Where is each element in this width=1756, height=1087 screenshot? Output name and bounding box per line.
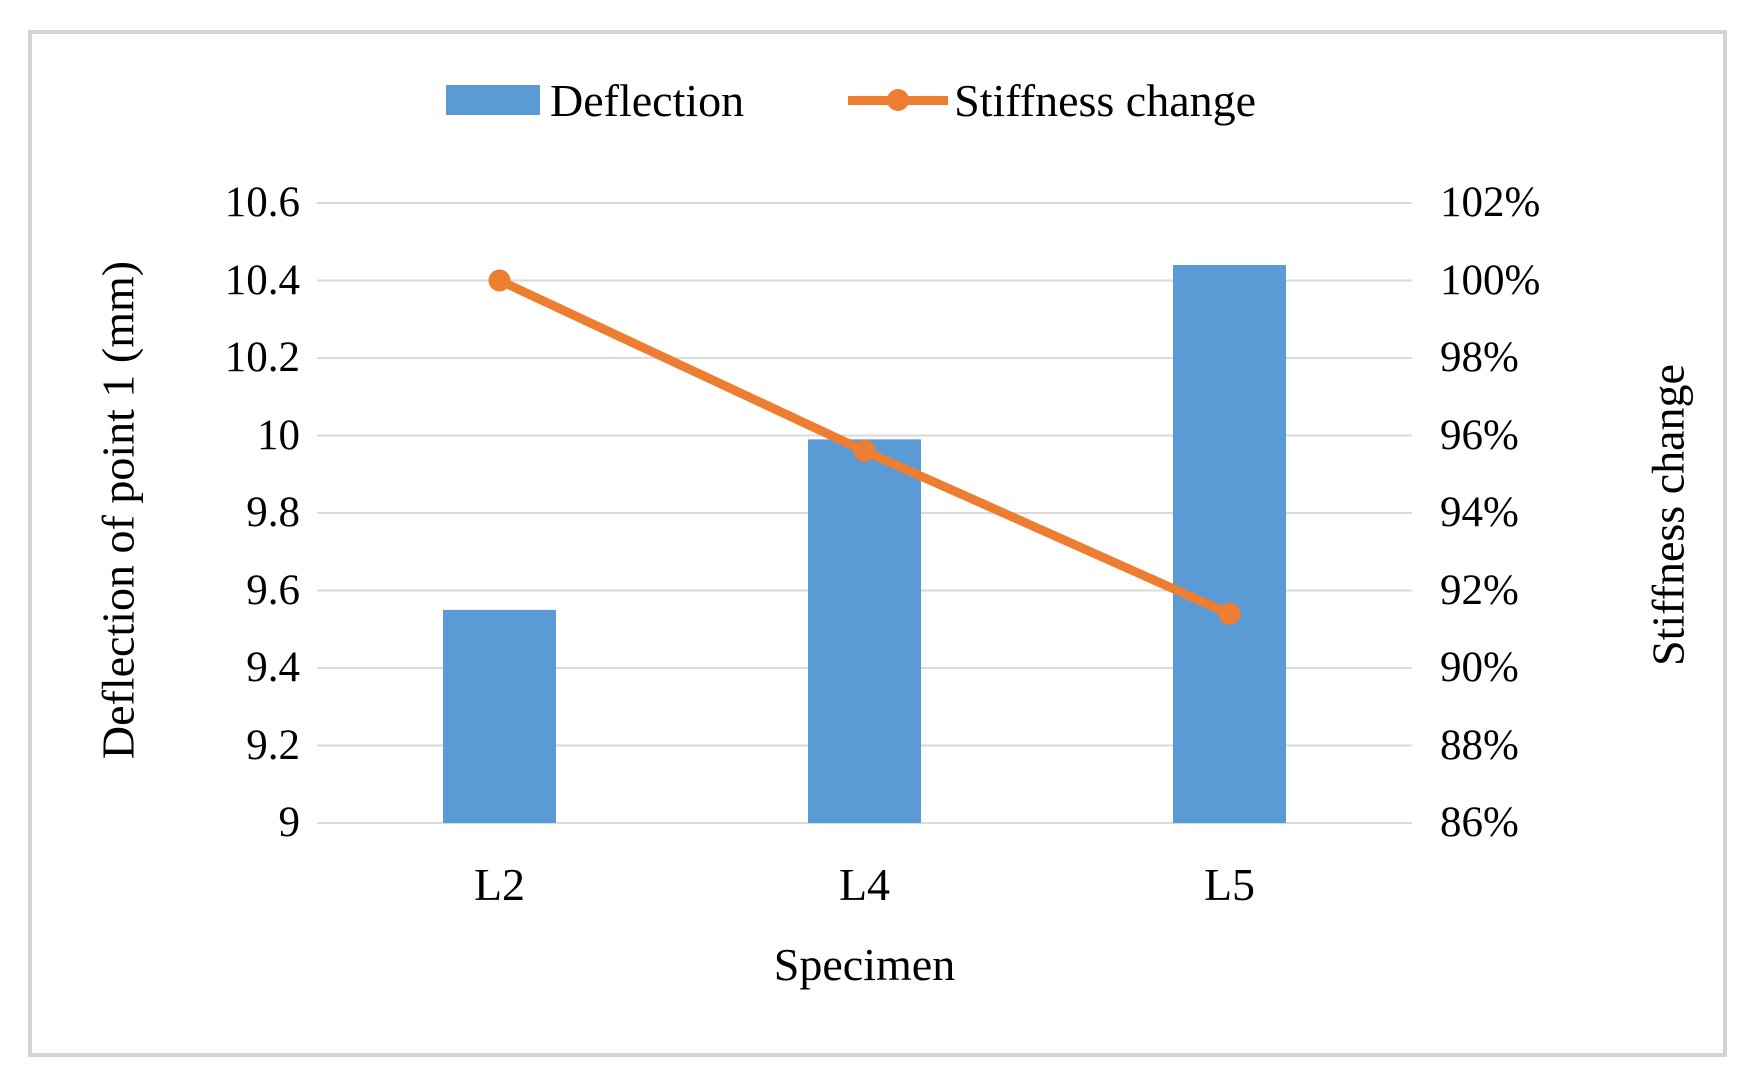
stiffness-marker-L2[interactable] [488, 269, 511, 292]
x-axis-tick-L4: L4 [838, 859, 891, 910]
right-axis-tick: 100% [1440, 256, 1541, 304]
right-axis-tick: 88% [1440, 721, 1519, 769]
left-axis-tick: 9.2 [246, 721, 300, 769]
stiffness-marker-L4[interactable] [853, 440, 876, 462]
right-axis-tick: 96% [1440, 411, 1519, 459]
legend: Deflection Stiffness change [446, 70, 1256, 130]
x-axis-tick-L5: L5 [1203, 859, 1256, 910]
right-axis-tick: 92% [1440, 566, 1519, 614]
stiffness-marker-L5[interactable] [1218, 602, 1241, 625]
x-axis-tick-L2: L2 [473, 859, 526, 910]
x-axis-title: Specimen [773, 939, 956, 990]
right-axis-tick: 90% [1440, 644, 1519, 691]
left-axis-tick: 10.2 [224, 334, 300, 381]
deflection-bar-swatch-icon [446, 85, 540, 115]
left-axis-tick: 9.6 [246, 566, 300, 614]
left-axis-tick: 9.4 [246, 644, 300, 691]
bar-L4[interactable] [808, 439, 921, 823]
right-axis-tick: 86% [1440, 799, 1519, 846]
right-axis-tick: 94% [1440, 489, 1519, 536]
left-axis-tick: 10 [257, 411, 300, 459]
right-axis-tick: 98% [1440, 334, 1519, 381]
left-axis-tick: 10.6 [224, 179, 300, 226]
legend-label-deflection: Deflection [550, 74, 745, 126]
stiffness-line-swatch-icon [848, 89, 949, 111]
right-axis-tick: 102% [1440, 179, 1541, 226]
legend-item-stiffness[interactable]: Stiffness change [848, 74, 1256, 127]
left-axis-tick: 10.4 [224, 256, 300, 304]
stiffness-marker-icon [887, 89, 910, 111]
left-axis-tick: 9.8 [246, 489, 300, 536]
bar-L2[interactable] [443, 609, 556, 823]
bar-L5[interactable] [1173, 265, 1286, 823]
legend-label-stiffness: Stiffness change [954, 74, 1257, 126]
left-axis-tick: 9 [278, 799, 301, 846]
legend-item-deflection[interactable]: Deflection [446, 74, 744, 127]
